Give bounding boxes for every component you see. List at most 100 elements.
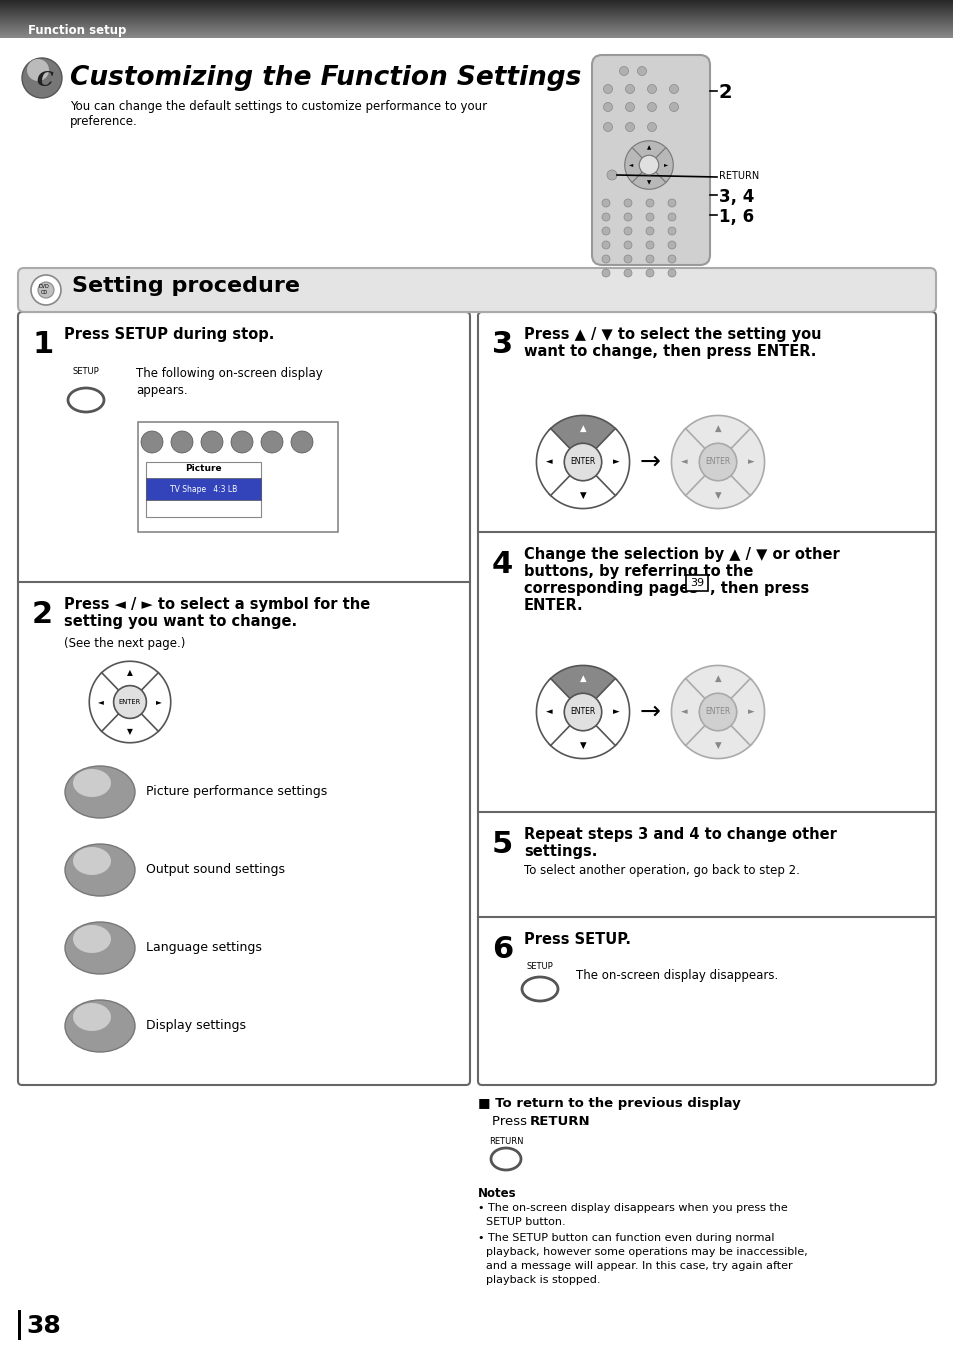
Polygon shape [101,713,159,743]
Text: ▲: ▲ [579,423,586,433]
Circle shape [645,255,654,263]
Text: ENTER: ENTER [704,457,730,466]
Circle shape [601,255,609,263]
Circle shape [667,270,676,276]
Circle shape [22,58,62,98]
Text: ►: ► [613,708,619,717]
Text: →: → [639,450,659,474]
Circle shape [623,200,631,208]
Polygon shape [684,415,751,449]
Polygon shape [595,429,629,496]
Polygon shape [624,147,641,182]
Text: ENTER: ENTER [570,457,595,466]
Text: Change the selection by ▲ / ▼ or other: Change the selection by ▲ / ▼ or other [523,547,839,562]
Circle shape [645,226,654,235]
Text: 2: 2 [719,84,732,102]
Circle shape [637,66,646,75]
Polygon shape [549,474,616,508]
Circle shape [231,431,253,453]
Text: ▼: ▼ [127,727,132,736]
Circle shape [645,200,654,208]
Polygon shape [101,662,159,692]
Text: playback, however some operations may be inaccessible,: playback, however some operations may be… [485,1247,807,1256]
Circle shape [623,226,631,235]
Circle shape [563,693,601,731]
Circle shape [601,213,609,221]
Text: 3: 3 [492,330,513,359]
FancyBboxPatch shape [18,311,470,1085]
Text: ENTER: ENTER [119,700,141,705]
Ellipse shape [65,922,135,975]
Text: To select another operation, go back to step 2.: To select another operation, go back to … [523,864,799,878]
FancyBboxPatch shape [18,268,935,311]
Polygon shape [90,673,119,732]
Text: Language settings: Language settings [146,941,262,954]
Text: 5: 5 [492,830,513,859]
Text: Press: Press [492,1115,531,1128]
Circle shape [113,686,146,718]
Text: ▲: ▲ [579,674,586,683]
Polygon shape [536,429,570,496]
Polygon shape [631,171,666,189]
Text: corresponding pages: corresponding pages [523,581,698,596]
Polygon shape [684,474,751,508]
Text: SETUP: SETUP [526,962,553,971]
Text: SETUP: SETUP [72,367,99,376]
Text: CD: CD [40,291,48,295]
Text: SETUP button.: SETUP button. [485,1217,565,1227]
Polygon shape [730,678,763,745]
Circle shape [647,102,656,112]
Ellipse shape [73,768,111,797]
Text: ►: ► [613,457,619,466]
Text: ▼: ▼ [579,491,586,500]
Ellipse shape [68,388,104,412]
Circle shape [623,255,631,263]
Text: Display settings: Display settings [146,1019,246,1033]
Text: and a message will appear. In this case, try again after: and a message will appear. In this case,… [485,1260,792,1271]
Text: appears.: appears. [136,384,188,398]
Circle shape [603,123,612,132]
Text: 1: 1 [32,330,53,359]
Text: Picture: Picture [185,464,221,473]
Bar [18,1310,21,1340]
Polygon shape [536,678,570,745]
Text: 39: 39 [689,578,703,588]
Circle shape [667,226,676,235]
Polygon shape [684,725,751,759]
Text: ▼: ▼ [714,741,720,749]
Text: ▲: ▲ [714,423,720,433]
Bar [146,479,261,500]
Circle shape [603,102,612,112]
Circle shape [30,275,61,305]
Text: want to change, then press ENTER.: want to change, then press ENTER. [523,344,816,359]
Text: ■ To return to the previous display: ■ To return to the previous display [477,1097,740,1109]
Text: ENTER.: ENTER. [523,599,583,613]
Text: Press ◄ / ► to select a symbol for the: Press ◄ / ► to select a symbol for the [64,597,370,612]
Circle shape [645,213,654,221]
Text: Output sound settings: Output sound settings [146,863,285,876]
Text: ◄: ◄ [545,708,552,717]
Text: ►: ► [156,697,162,706]
Polygon shape [684,666,751,700]
Text: 3, 4: 3, 4 [719,187,754,206]
Circle shape [623,213,631,221]
Text: ◄: ◄ [97,697,104,706]
Circle shape [601,241,609,249]
Ellipse shape [491,1148,520,1170]
Text: ▼: ▼ [579,741,586,749]
Text: DVD: DVD [38,283,50,288]
Text: ▼: ▼ [646,181,651,185]
Text: .: . [581,1115,585,1128]
Bar [138,422,337,532]
Polygon shape [141,673,171,732]
Circle shape [669,102,678,112]
Text: ▲: ▲ [646,146,651,150]
Text: ►: ► [663,163,668,167]
Ellipse shape [73,925,111,953]
Text: Notes: Notes [477,1188,517,1200]
Circle shape [645,270,654,276]
Circle shape [618,66,628,75]
Circle shape [645,241,654,249]
Circle shape [639,155,659,175]
Text: 4: 4 [492,550,513,580]
